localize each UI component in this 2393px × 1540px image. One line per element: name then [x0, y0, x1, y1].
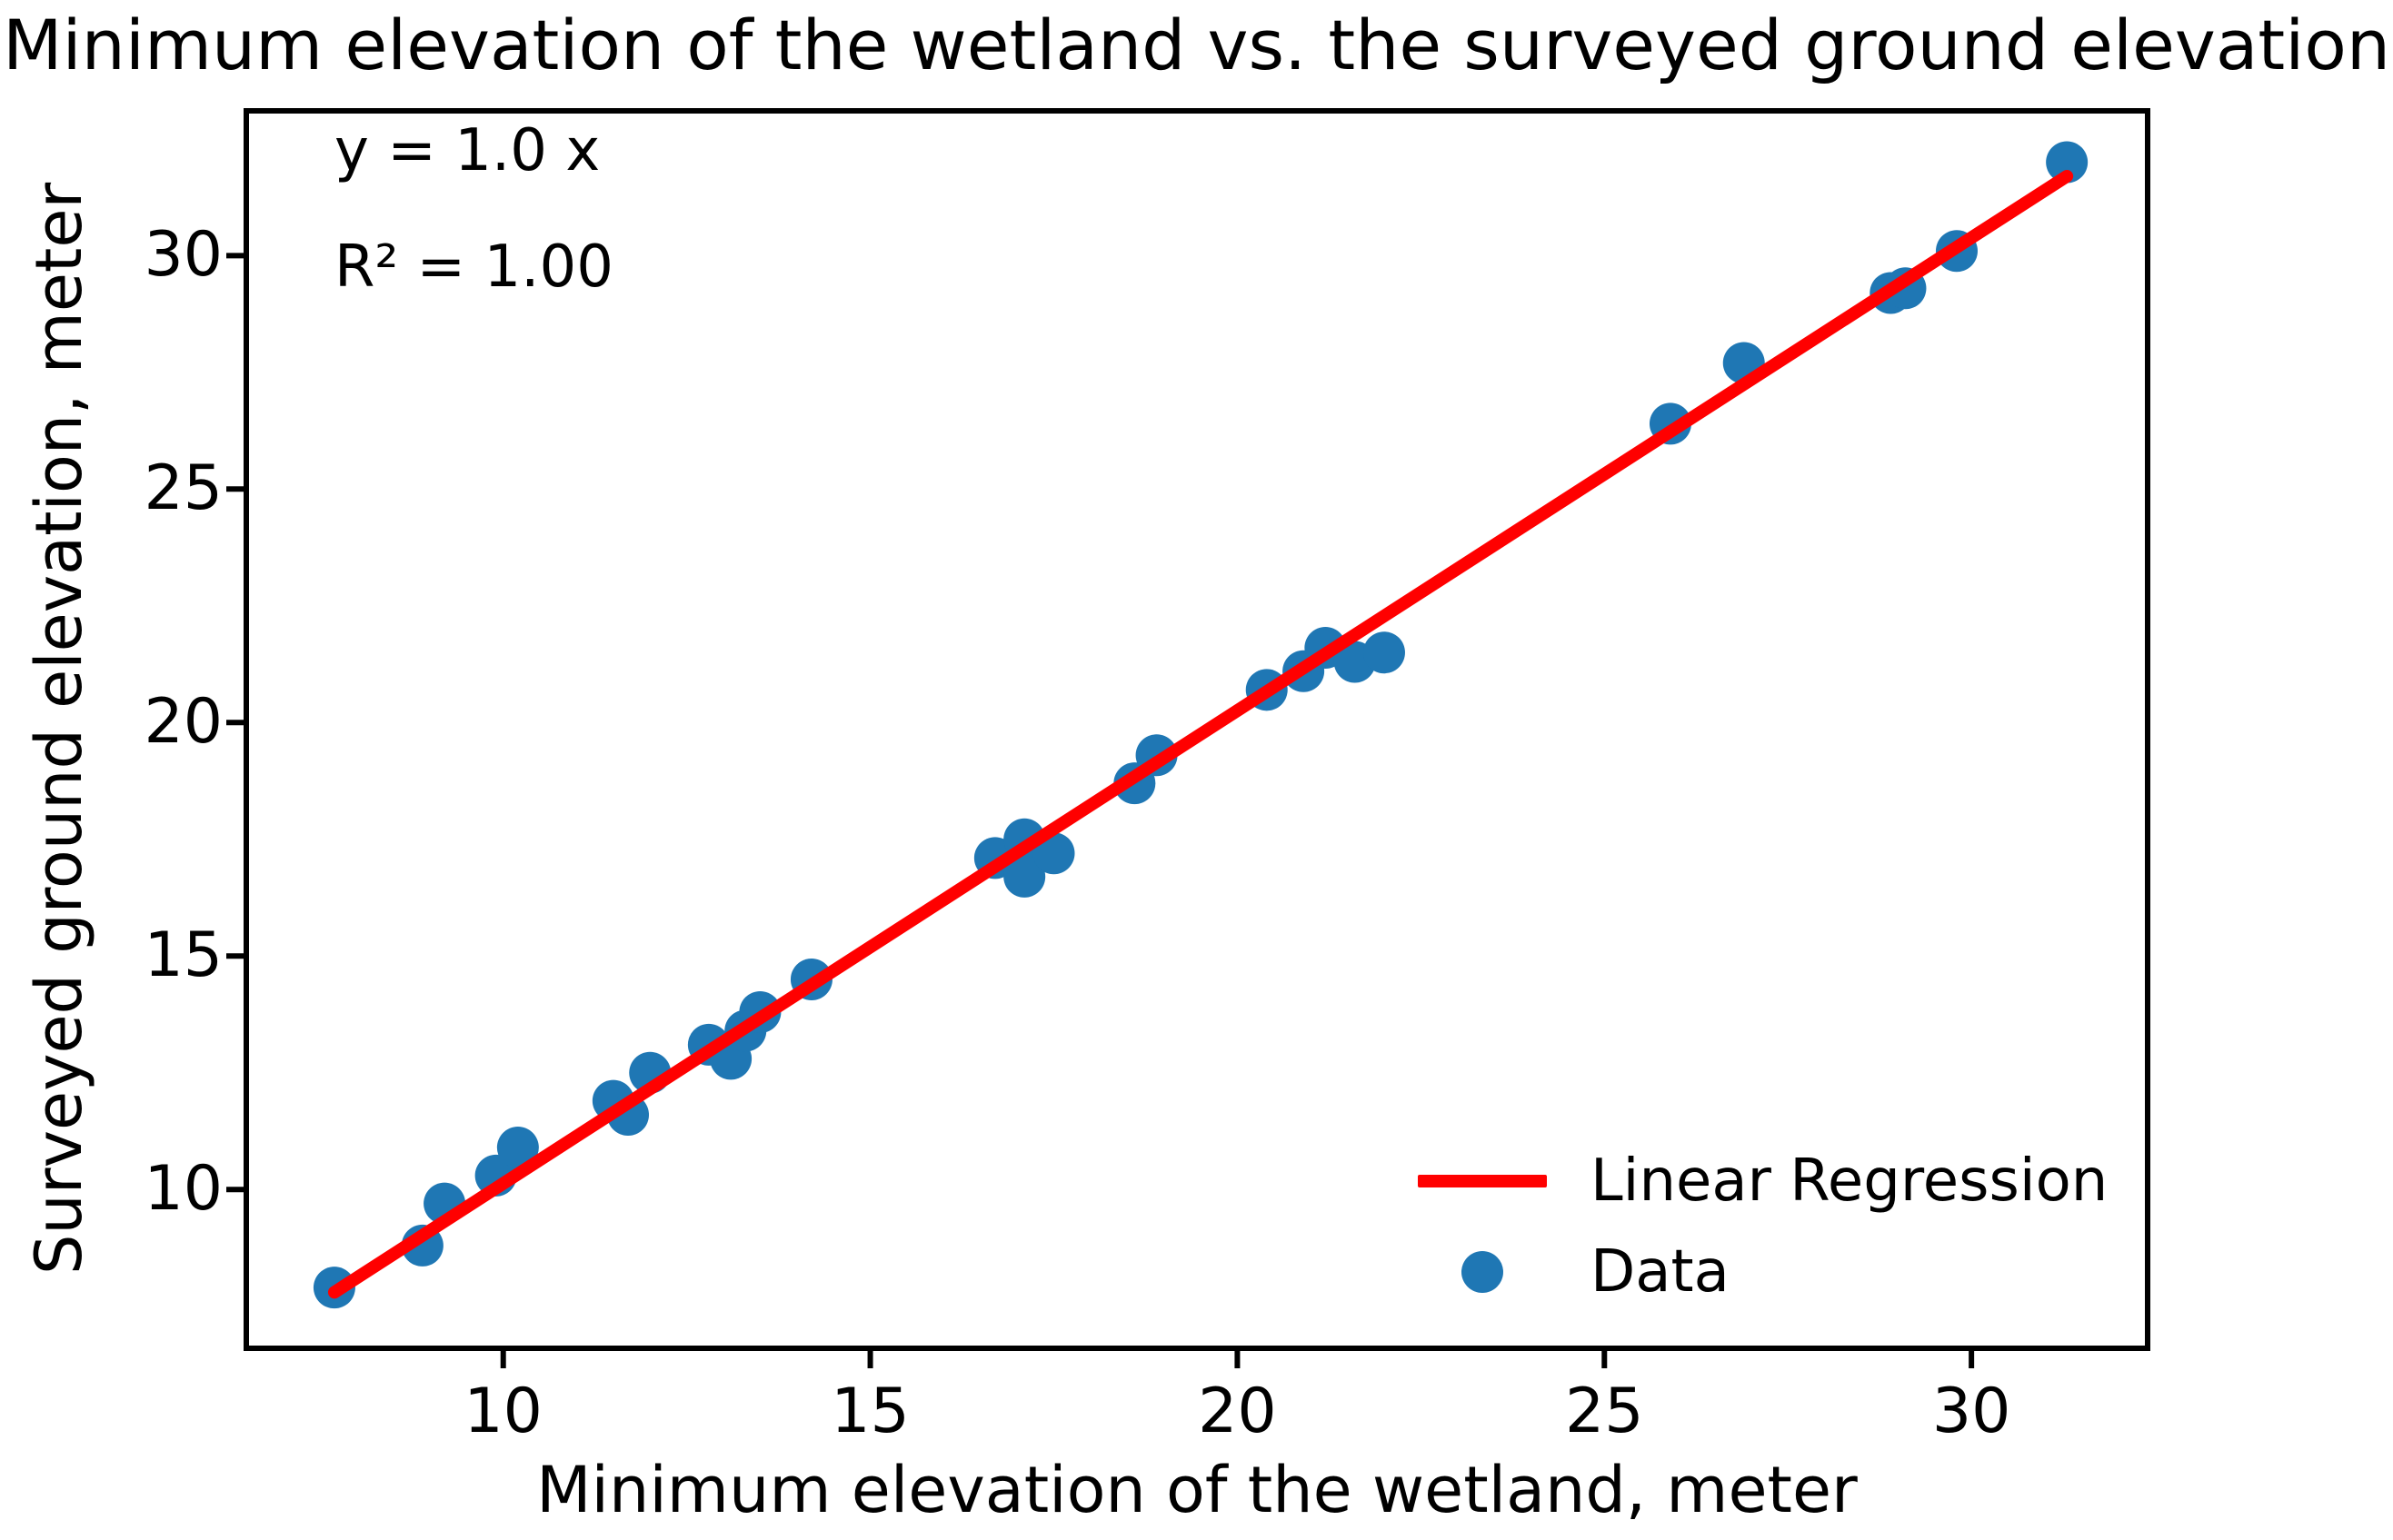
x-axis-label: Minimum elevation of the wetland, meter: [536, 1453, 1858, 1527]
x-tick-label: 10: [464, 1376, 543, 1447]
data-point: [1003, 855, 1046, 898]
legend-dot-swatch: [1461, 1251, 1503, 1293]
y-tick-label: 25: [144, 452, 223, 525]
x-tick-label: 30: [1931, 1376, 2011, 1447]
plot-border: [244, 108, 2150, 1351]
legend-entry-data: Data: [1414, 1227, 2108, 1317]
x-tick-label: 20: [1198, 1376, 1277, 1447]
legend-label-linear-regression: Linear Regression: [1590, 1148, 2109, 1215]
r-squared-annotation: R² = 1.00: [334, 233, 613, 301]
y-tick-label: 30: [144, 219, 223, 292]
x-tick-label: 15: [831, 1376, 910, 1447]
equation-annotation: y = 1.0 x: [334, 117, 601, 184]
legend-entry-linear-regression: Linear Regression: [1414, 1136, 2108, 1227]
y-tick-label: 20: [144, 686, 223, 759]
data-point: [1362, 631, 1405, 674]
regression-line: [327, 169, 2074, 1299]
x-tick-label: 25: [1565, 1376, 1644, 1447]
legend-label-data: Data: [1590, 1238, 1730, 1306]
chart-title: Minimum elevation of the wetland vs. the…: [2, 5, 2390, 85]
legend-line-swatch: [1418, 1175, 1547, 1187]
data-point: [496, 1126, 539, 1168]
y-tick-label: 15: [144, 919, 223, 992]
data-point: [2046, 141, 2089, 184]
legend: Linear Regression Data: [1414, 1136, 2108, 1317]
y-tick-label: 10: [144, 1153, 223, 1226]
